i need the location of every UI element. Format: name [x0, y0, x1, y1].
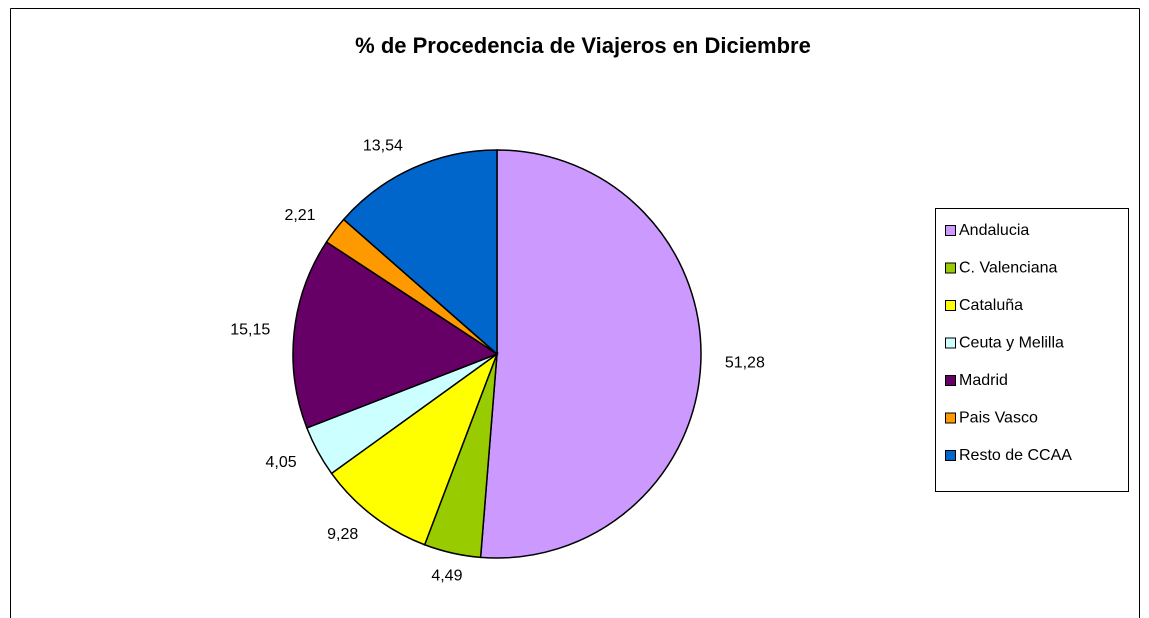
- legend-label: Resto de CCAA: [959, 447, 1072, 464]
- data-label: 4,49: [431, 568, 462, 585]
- legend-swatch: [945, 375, 956, 386]
- legend: [935, 208, 1129, 492]
- data-label: 15,15: [230, 321, 270, 338]
- data-label: 51,28: [725, 354, 765, 371]
- legend-label: Andalucia: [959, 222, 1029, 239]
- data-label: 2,21: [284, 207, 315, 224]
- data-label: 4,05: [266, 454, 297, 471]
- data-label: 9,28: [327, 526, 358, 543]
- pie-slice: [342, 149, 498, 356]
- legend-swatch: [945, 412, 956, 424]
- pie-slice: [330, 351, 499, 546]
- legend-label: Cataluña: [959, 297, 1023, 314]
- legend-label: Pais Vasco: [959, 410, 1038, 427]
- legend-swatch: [945, 262, 956, 274]
- legend-swatch: [945, 450, 956, 461]
- data-label: 13,54: [363, 138, 403, 155]
- pie-slice: [292, 240, 499, 429]
- legend-label: C. Valenciana: [959, 260, 1058, 277]
- legend-swatch: [945, 300, 956, 311]
- legend-label: Madrid: [959, 372, 1008, 389]
- chart-title: % de Procedencia de Viajeros en Diciembr…: [355, 33, 811, 58]
- legend-swatch: [945, 225, 956, 236]
- legend-label: Ceuta y Melilla: [959, 335, 1064, 352]
- legend-swatch: [945, 337, 956, 349]
- pie-slice: [479, 149, 702, 559]
